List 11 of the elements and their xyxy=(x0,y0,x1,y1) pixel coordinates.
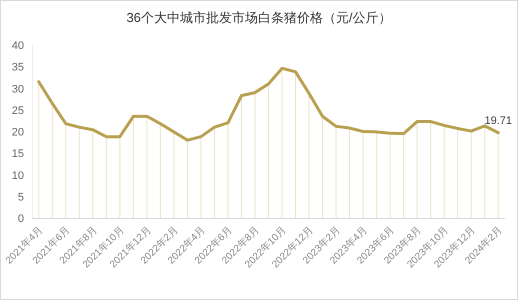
y-tick-label: 0 xyxy=(18,213,24,225)
y-tick-label: 15 xyxy=(12,148,24,160)
data-label: 19.71 xyxy=(484,114,512,127)
chart-title: 36个大中城市批发市场白条猪价格（元/公斤） xyxy=(126,10,392,25)
y-tick-label: 10 xyxy=(12,170,24,182)
y-tick-label: 25 xyxy=(12,104,24,117)
y-tick-label: 20 xyxy=(12,126,24,138)
y-tick-label: 30 xyxy=(12,83,24,96)
y-tick-label: 5 xyxy=(18,191,24,204)
y-tick-label: 35 xyxy=(12,62,24,74)
y-tick-label: 40 xyxy=(12,40,24,52)
